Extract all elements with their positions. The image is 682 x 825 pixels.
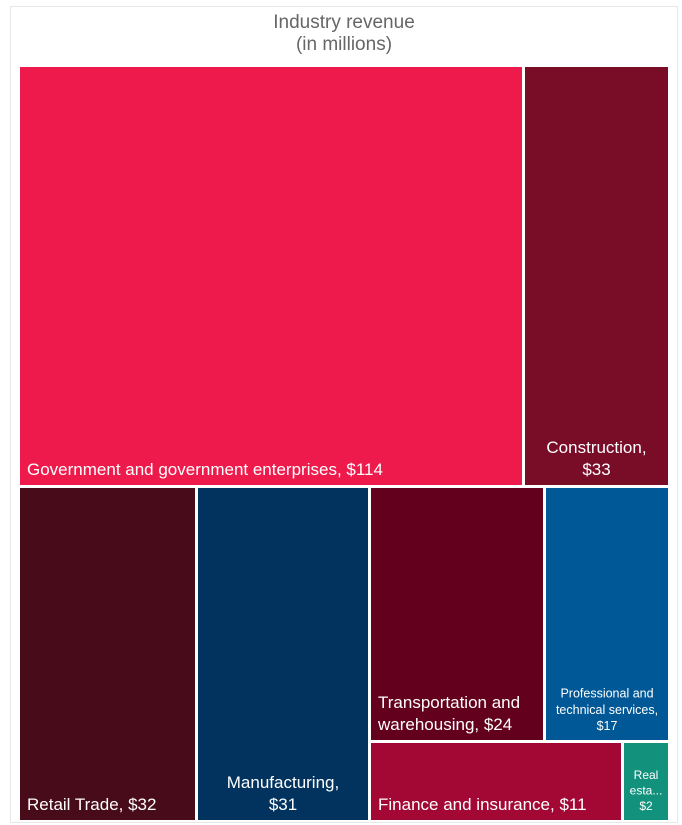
treemap-tile-label: Manufacturing, (227, 773, 339, 792)
treemap-tile-rect[interactable] (198, 488, 368, 820)
treemap-tile-label: esta... (630, 783, 663, 797)
treemap-tile-label: Real (634, 768, 659, 782)
treemap-tile-4[interactable]: Manufacturing, $31 (198, 488, 368, 820)
treemap-tile-rect[interactable] (624, 743, 668, 820)
treemap-tile-rect[interactable] (20, 488, 195, 820)
treemap-tile-rect[interactable] (546, 488, 668, 740)
treemap-tile-label: technical services, (556, 703, 658, 717)
treemap-tile-3[interactable]: Retail Trade, $32 (20, 488, 195, 820)
treemap-tile-7[interactable]: Finance and insurance, $11 (371, 743, 621, 820)
treemap-tile-rect[interactable] (371, 743, 621, 820)
treemap-tile-rect[interactable] (371, 488, 543, 740)
chart-title-line-2: (in millions) (295, 34, 393, 55)
treemap-tile-rect[interactable] (525, 67, 668, 485)
treemap-tile-label: Retail Trade, $32 (27, 795, 156, 814)
treemap-tile-label: Finance and insurance, $11 (378, 795, 587, 814)
treemap-tile-label: Professional and (560, 687, 653, 701)
treemap-tile-label: $17 (597, 719, 618, 733)
treemap-tile-5[interactable]: Transportation and warehousing, $24 (371, 488, 543, 740)
treemap-tile-label: Government and government enterprises, $… (27, 460, 383, 479)
treemap-tile-label: $31 (269, 795, 297, 814)
treemap-tile-label: Construction, (546, 438, 646, 457)
treemap-tile-label: Transportation and (378, 693, 520, 712)
treemap-tile-2[interactable]: Construction, $33 (525, 67, 668, 485)
treemap-tile-rect[interactable] (20, 67, 522, 485)
chart-title-line-1: Industry revenue (273, 12, 415, 33)
treemap-tile-1[interactable]: Government and government enterprises, $… (20, 67, 522, 485)
chart-title: Industry revenue (in millions) (10, 12, 678, 56)
treemap-tile-label: warehousing, $24 (377, 715, 512, 734)
treemap-tile-6[interactable]: Professional and technical services, $17 (546, 488, 668, 740)
treemap-tile-label: $2 (639, 799, 653, 813)
treemap-tile-label: $33 (582, 460, 610, 479)
